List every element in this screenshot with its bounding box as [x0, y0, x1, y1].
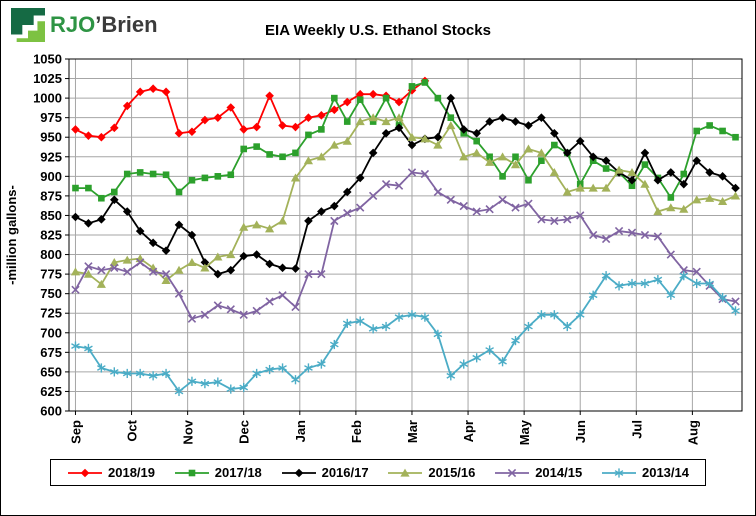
x-tick-label: Oct [125, 419, 140, 441]
x-tick-label: Sep [68, 420, 83, 444]
legend-item-2018-19: 2018/19 [67, 465, 155, 480]
legend-item-2016-17: 2016/17 [281, 465, 369, 480]
series-2016-17 [71, 93, 740, 279]
legend-marker-2018-19 [68, 468, 102, 477]
y-tick-label: 825 [40, 228, 62, 243]
x-tick-label: Aug [685, 420, 700, 445]
legend-item-2013-14: 2013/14 [601, 465, 689, 480]
y-tick-label: 950 [40, 130, 62, 145]
x-axis: Sep Oct Nov Dec Jan Feb Mar Apr May Jun Jul Aug [68, 411, 700, 445]
legend-label: 2018/19 [108, 465, 155, 480]
y-axis: 600 625 650 675 700 725 750 775 800 825 850 875 900 9… [33, 52, 69, 419]
y-tick-label: 725 [40, 306, 62, 321]
chart-plot-area: Sep Oct Nov Dec Jan Feb Mar Apr May Jun Jul Aug6006… [4, 52, 743, 445]
logo-text-rjo: RJO [50, 12, 96, 37]
legend-marker-2016-17 [281, 468, 316, 477]
logo-text: RJO’Brien [50, 12, 158, 38]
x-tick-label: Feb [349, 420, 364, 443]
y-tick-label: 600 [40, 404, 62, 419]
y-tick-label: 1025 [33, 71, 62, 86]
y-axis-title: -million gallons- [4, 185, 19, 285]
y-tick-label: 675 [40, 345, 62, 360]
y-tick-label: 750 [40, 286, 62, 301]
legend-label: 2016/17 [321, 465, 369, 480]
legend-item-2017-18: 2017/18 [174, 465, 262, 480]
x-tick-label: May [517, 419, 532, 445]
legend-label: 2013/14 [641, 465, 689, 480]
legend-item-2015-16: 2015/16 [387, 465, 475, 480]
series-2015-16 [70, 113, 741, 288]
y-tick-label: 625 [40, 384, 62, 399]
series-2018-19 [71, 76, 430, 142]
series-2014-15 [71, 168, 740, 323]
plot-border [68, 58, 743, 412]
y-tick-label: 900 [40, 169, 62, 184]
legend-label: 2015/16 [428, 465, 476, 480]
y-tick-label: 700 [40, 325, 62, 340]
x-tick-label: Dec [237, 420, 252, 444]
y-tick-label: 975 [40, 110, 62, 125]
header: RJO’Brien EIA Weekly U.S. Ethanol Stocks [1, 1, 755, 51]
legend-label: 2017/18 [214, 465, 262, 480]
legend-marker-2013-14 [601, 467, 636, 478]
chart-legend: 2018/19 2017/18 2016/17 2015/16 2014/15 2013/… [50, 459, 706, 486]
x-tick-label: Mar [405, 420, 420, 443]
series-2017-18 [72, 79, 739, 202]
y-tick-label: 1000 [33, 91, 62, 106]
legend-item-2014-15: 2014/15 [494, 465, 582, 480]
y-tick-label: 875 [40, 188, 62, 203]
x-tick-label: Apr [461, 420, 476, 442]
x-tick-label: Jul [629, 420, 644, 439]
y-tick-label: 925 [40, 149, 62, 164]
x-tick-label: Jun [573, 420, 588, 443]
y-tick-label: 650 [40, 364, 62, 379]
x-tick-label: Nov [181, 419, 196, 444]
x-tick-label: Jan [293, 420, 308, 442]
y-tick-label: 775 [40, 267, 62, 282]
legend-marker-2017-18 [174, 469, 209, 476]
y-tick-label: 1050 [33, 52, 62, 67]
logo: RJO’Brien [11, 8, 158, 42]
y-tick-label: 800 [40, 247, 62, 262]
logo-icon [11, 8, 45, 42]
logo-text-brien: ’Brien [95, 12, 158, 37]
series-2013-14 [71, 271, 740, 397]
legend-label: 2014/15 [535, 465, 583, 480]
legend-marker-2015-16 [388, 468, 423, 477]
y-tick-label: 850 [40, 208, 62, 223]
chart-title: EIA Weekly U.S. Ethanol Stocks [265, 22, 491, 39]
legend-marker-2014-15 [495, 468, 530, 477]
